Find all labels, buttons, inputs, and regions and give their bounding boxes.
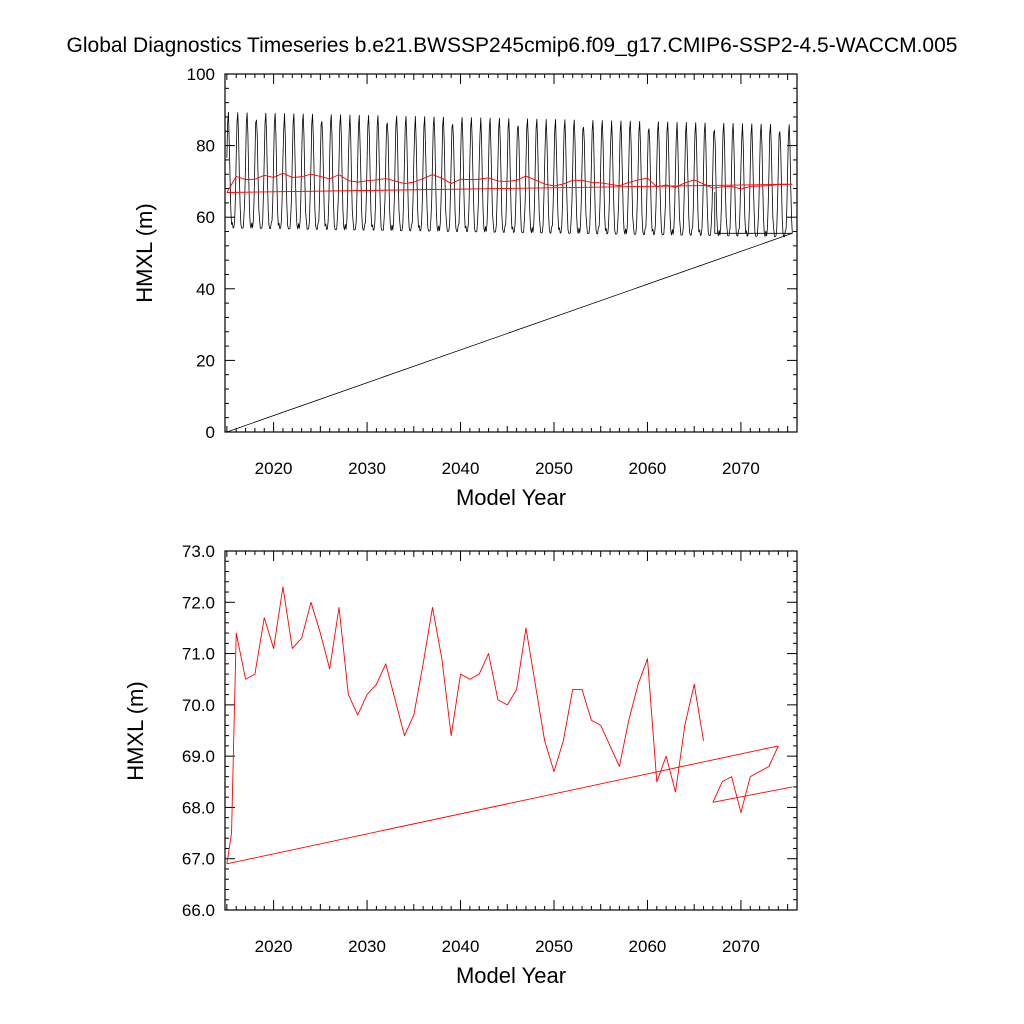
x-tick-label: 2030 [348,459,386,478]
x-axis: 2020 2030 2040 2050 2060 2070 [226,551,798,956]
top-panel: 2020 2030 2040 2050 2060 2070020406080100Mode… [132,65,798,510]
y-tick-label: 80 [196,137,215,156]
x-axis-title: Model Year [456,485,566,510]
y-tick-label: 67.0 [182,850,215,869]
x-tick-label: 2050 [535,459,573,478]
x-axis-title: Model Year [456,963,566,988]
plot-frame [224,550,798,911]
annual-wrap-line [712,786,793,803]
annual-series-line [226,172,788,193]
x-tick-label: 2070 [722,937,760,956]
y-axis: 66.0 67.0 68.0 69.0 70.0 71.0 72.0 73.0 [182,542,797,920]
x-tick-label: 2020 [255,937,293,956]
annual-wrap-line [226,745,779,865]
y-tick-label: 70.0 [182,696,215,715]
y-tick-label: 60 [196,208,215,227]
x-tick-label: 2070 [722,459,760,478]
x-tick-label: 2020 [255,459,293,478]
series-group [226,586,793,865]
y-tick-label: 66.0 [182,901,215,920]
annual-wrap-line [226,183,793,193]
annual-series-line [712,745,779,814]
y-tick-label: 20 [196,351,215,370]
x-axis: 2020 2030 2040 2050 2060 2070 [226,74,798,478]
x-tick-label: 2060 [629,459,667,478]
x-tick-label: 2050 [535,937,573,956]
y-tick-label: 73.0 [182,542,215,561]
annual-series-line [226,586,704,864]
plot-frame [224,73,798,433]
y-tick-label: 69.0 [182,747,215,766]
y-axis: 0 20 40 60 80 100 [187,65,797,442]
y-tick-label: 68.0 [182,798,215,817]
y-tick-label: 100 [187,65,215,84]
y-tick-label: 0 [206,423,215,442]
bottom-panel: 2020 2030 2040 2050 2060 2070 66.0 67.0 68.0 69.0… [123,542,798,988]
page-title: Global Diagnostics Timeseries b.e21.BWSS… [66,34,958,57]
x-tick-label: 2040 [442,459,480,478]
x-tick-label: 2060 [629,937,667,956]
x-tick-label: 2040 [442,937,480,956]
monthly-wrap-line [226,232,793,433]
monthly-tail-segment [714,192,793,234]
y-tick-label: 72.0 [182,593,215,612]
monthly-series-line [226,111,793,238]
y-tick-label: 40 [196,280,215,299]
y-axis-title: HMXL (m) [132,203,157,302]
y-tick-label: 71.0 [182,645,215,664]
x-tick-label: 2030 [348,937,386,956]
y-axis-title: HMXL (m) [123,681,148,780]
series-group [226,111,793,433]
